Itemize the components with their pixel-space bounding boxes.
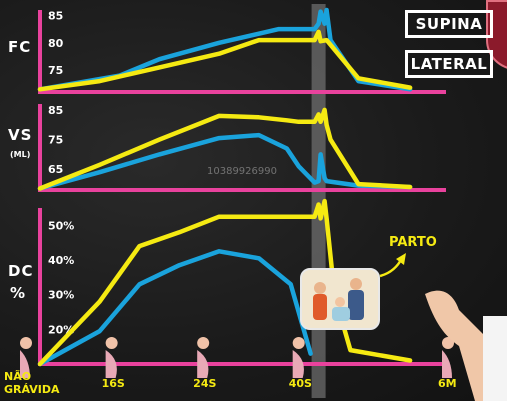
y-tick-label: 75 — [48, 64, 63, 77]
pregnant-figure-body — [20, 350, 30, 378]
pregnant-figure-head — [442, 337, 454, 349]
y-axis-title: VS — [8, 126, 32, 144]
series-line-supina-3 — [37, 249, 313, 367]
y-tick-label: 85 — [48, 104, 63, 117]
legend-lateral-label: LATERAL — [410, 55, 488, 73]
y-axis-title: FC — [8, 38, 31, 56]
family-illustration — [300, 268, 380, 330]
series-line-lateral-1 — [37, 29, 413, 92]
series-line-supina-2 — [37, 132, 413, 191]
y-tick-label: 85 — [48, 9, 63, 22]
pregnant-figure-head — [197, 337, 210, 349]
pregnant-figure-body — [197, 350, 209, 378]
pregnant-figure-head — [292, 337, 305, 349]
pregnant-figure-head — [105, 337, 118, 349]
y-axis-subtitle: (ML) — [10, 150, 30, 159]
pregnant-figure-body — [105, 350, 117, 378]
x-tick-label: NÃO — [4, 370, 31, 383]
y-tick-label: 80 — [48, 37, 64, 50]
annotation-parto-label: PARTO — [389, 235, 437, 250]
y-axis-title: DC — [8, 262, 33, 280]
series-line-lateral-2 — [37, 107, 413, 191]
y-tick-label: 30% — [48, 289, 74, 302]
legend-lateral: LATERAL — [405, 50, 493, 78]
series-line-supina-1 — [37, 7, 413, 92]
presenter-decoration — [425, 290, 507, 401]
y-axis-subtitle: % — [10, 284, 25, 302]
y-tick-label: 75 — [48, 134, 63, 147]
pregnant-figure-head — [20, 337, 32, 349]
y-tick-label: 40% — [48, 254, 74, 267]
x-tick-label: 16S — [102, 377, 125, 390]
watermark: 10389926990 — [207, 166, 277, 177]
y-tick-label: 50% — [48, 219, 74, 232]
pregnant-figure-body — [292, 350, 304, 378]
legend-supina-label: SUPINA — [415, 15, 483, 33]
annotation-arrowhead — [396, 253, 406, 265]
x-tick-label: 24S — [193, 377, 216, 390]
y-tick-label: 65 — [48, 163, 63, 176]
x-tick-label: 40S — [289, 377, 312, 390]
x-tick-label: 6M — [438, 377, 457, 390]
pregnant-figure-body — [442, 350, 452, 378]
x-tick-label: GRÁVIDA — [4, 383, 60, 396]
legend-supina: SUPINA — [405, 10, 493, 38]
